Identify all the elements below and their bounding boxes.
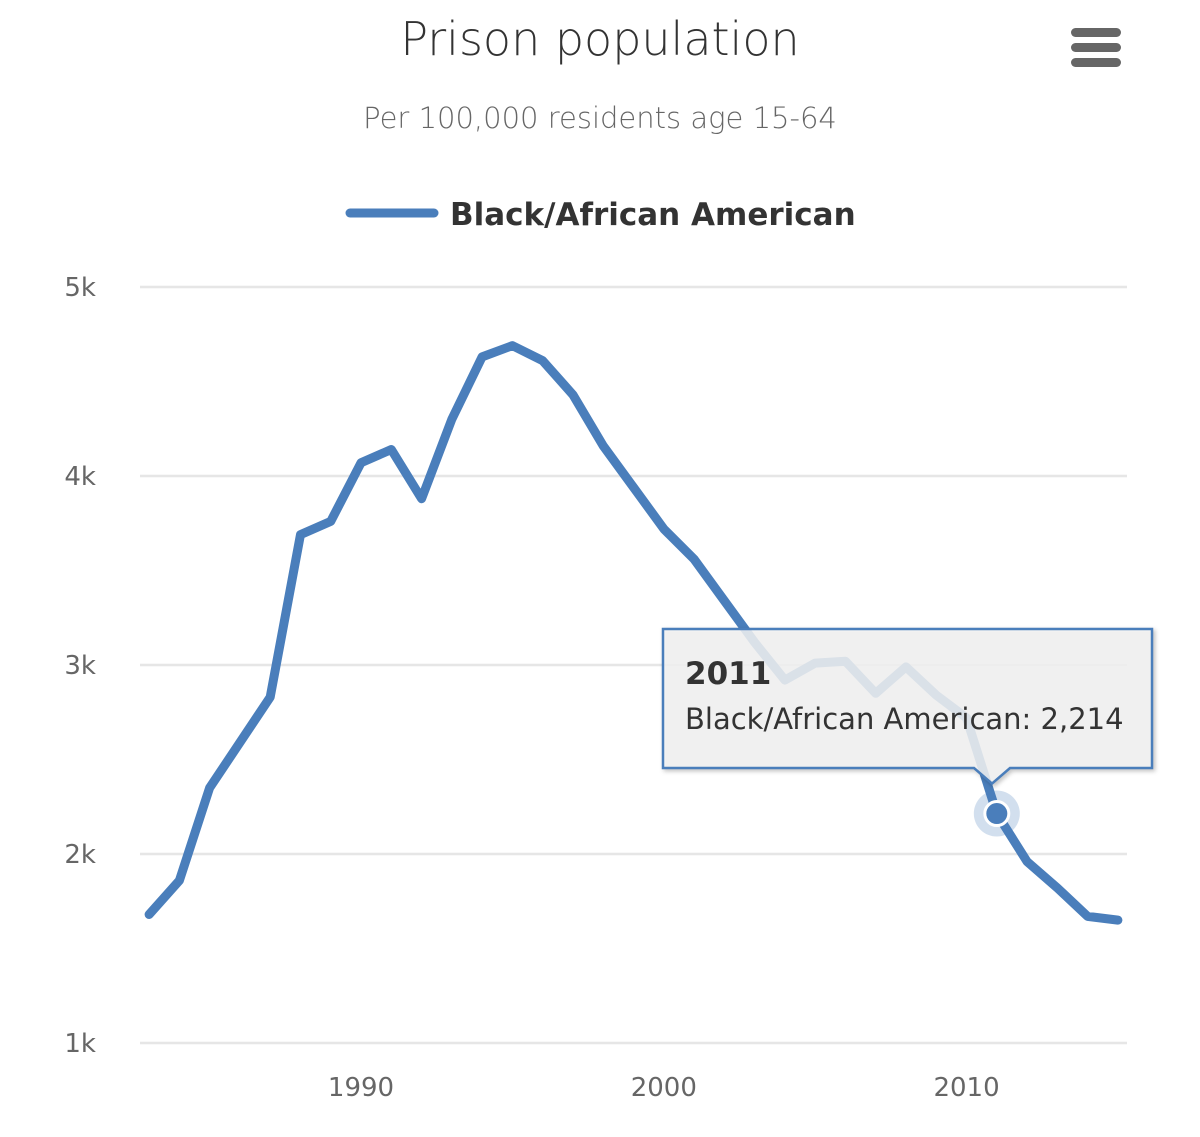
data-point[interactable] — [418, 495, 426, 503]
data-point[interactable] — [387, 446, 395, 454]
x-axis: 1990 2000 2010 — [328, 1073, 1000, 1103]
tooltip-text: Black/African American: 2,214 — [685, 702, 1124, 736]
context-menu-button[interactable] — [1071, 28, 1121, 67]
y-tick-label: 1k — [64, 1029, 96, 1059]
data-point[interactable] — [448, 415, 456, 423]
data-point[interactable] — [206, 784, 214, 792]
data-point[interactable] — [478, 353, 486, 361]
menu-bar-1[interactable] — [1071, 28, 1121, 37]
data-point[interactable] — [236, 738, 244, 746]
data-point[interactable] — [630, 483, 638, 491]
chart-subtitle: Per 100,000 residents age 15-64 — [363, 101, 837, 135]
x-tick-label: 1990 — [328, 1073, 394, 1103]
legend-label[interactable]: Black/African American — [450, 197, 856, 233]
tooltip-box — [661, 627, 1154, 786]
data-point[interactable] — [1114, 916, 1122, 924]
chart-title: Prison population — [400, 12, 799, 66]
legend-item[interactable]: Black/African American — [345, 197, 856, 233]
tooltip-title: 2011 — [685, 656, 771, 692]
data-point[interactable] — [1084, 912, 1092, 920]
data-point[interactable] — [175, 876, 183, 884]
tooltip: 2011 Black/African American: 2,214 — [661, 627, 1154, 786]
data-point[interactable] — [145, 910, 153, 918]
data-point[interactable] — [539, 357, 547, 365]
data-point[interactable] — [296, 531, 304, 539]
data-point[interactable] — [690, 555, 698, 563]
data-point[interactable] — [266, 693, 274, 701]
data-point[interactable] — [357, 459, 365, 467]
y-tick-label: 4k — [64, 462, 96, 492]
data-point[interactable] — [720, 597, 728, 605]
x-tick-label: 2000 — [631, 1073, 697, 1103]
data-point[interactable] — [1053, 884, 1061, 892]
hover-point[interactable] — [983, 800, 1011, 828]
y-tick-label: 3k — [64, 651, 96, 681]
x-tick-label: 2010 — [933, 1073, 999, 1103]
menu-bar-3[interactable] — [1071, 58, 1121, 67]
data-point[interactable] — [569, 391, 577, 399]
data-point[interactable] — [660, 525, 668, 533]
menu-bar-2[interactable] — [1071, 43, 1121, 52]
y-axis: 1k 2k 3k 4k 5k — [64, 273, 96, 1059]
y-tick-label: 2k — [64, 840, 96, 870]
y-tick-label: 5k — [64, 273, 96, 303]
data-point[interactable] — [599, 442, 607, 450]
data-point[interactable] — [327, 517, 335, 525]
data-point[interactable] — [1023, 858, 1031, 866]
data-point[interactable] — [508, 342, 516, 350]
